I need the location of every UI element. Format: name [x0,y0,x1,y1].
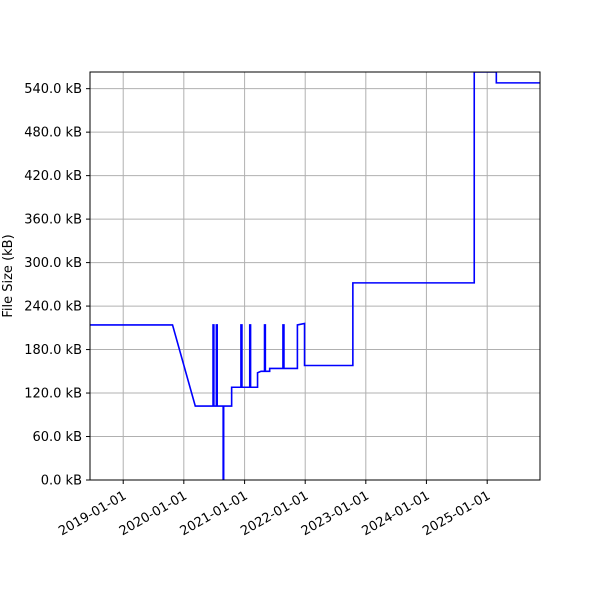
y-axis: 0.0 kB 60.0 kB 120.0 kB 180.0 kB 240.0 kB 300… [24,82,90,489]
plot-frame [89,71,541,481]
y-tick-label: 360.0 kB [24,213,82,228]
y-tick-label: 480.0 kB [24,126,82,141]
y-tick-label: 420.0 kB [24,169,82,184]
grid-lines [90,72,540,481]
y-axis-title: File Size (kB) [1,234,16,317]
file-size-series-line [90,72,540,480]
y-tick-label: 0.0 kB [41,474,82,489]
y-tick-label: 240.0 kB [24,300,82,315]
y-tick-label: 120.0 kB [24,387,82,402]
y-tick-label: 60.0 kB [32,430,82,445]
series-layer [90,72,540,480]
y-tick-label: 300.0 kB [24,256,82,271]
y-tick-label: 540.0 kB [24,82,82,97]
y-tick-label: 180.0 kB [24,343,82,358]
